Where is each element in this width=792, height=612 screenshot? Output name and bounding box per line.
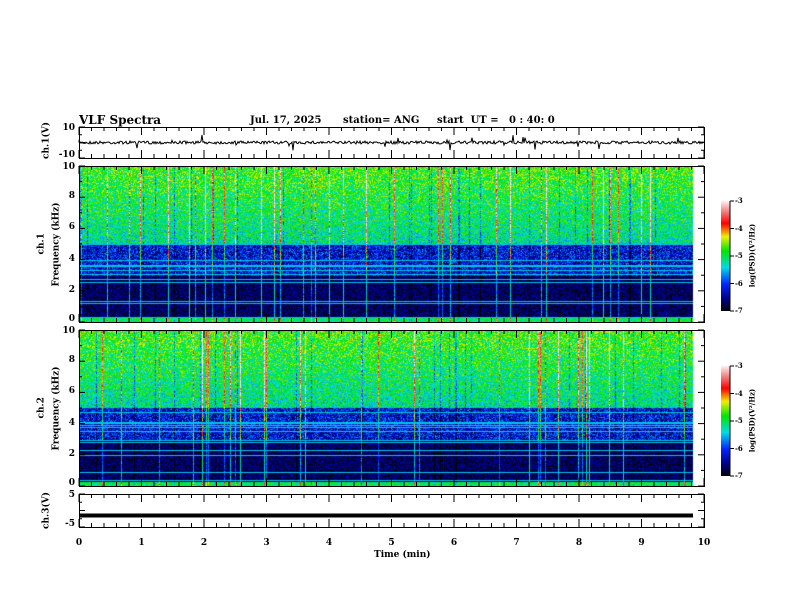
colorbar-tick-label: -4 <box>735 223 743 233</box>
y-tick-label: 10 <box>62 326 75 336</box>
x-tick-label: 0 <box>75 538 83 548</box>
date-label: Jul. 17, 2025 <box>250 115 322 126</box>
x-tick-label: 1 <box>138 538 145 548</box>
y-tick-label: 4 <box>68 253 75 264</box>
x-tick-label: 4 <box>325 538 333 548</box>
colorbar-tick-label: -5 <box>735 251 743 260</box>
ch1-colorbar <box>721 201 730 311</box>
ch1-colorbar-label: log(PSD)(V²/Hz) <box>747 223 757 288</box>
x-tick-label: 3 <box>263 538 270 548</box>
colorbar-tick-label: -4 <box>735 388 743 398</box>
ch2-frequency-ylabel: Frequency (kHz) <box>51 366 62 451</box>
ch1-voltage-ylabel: ch.1(V) <box>41 122 52 159</box>
x-tick-label: 6 <box>450 538 458 548</box>
ch1-frequency-ylabel: Frequency (kHz) <box>51 202 62 287</box>
x-tick-label: 7 <box>513 538 520 548</box>
x-axis-label: Time (min) <box>374 550 431 560</box>
station-label: station= ANG <box>343 115 420 126</box>
y-tick-label: 6 <box>68 386 75 397</box>
colorbar-tick-label: -3 <box>735 196 743 205</box>
ch1-label: ch.1 <box>36 233 47 255</box>
x-tick-label: 9 <box>638 538 645 548</box>
y-tick-label: 4 <box>68 417 75 428</box>
y-tick-label: 10 <box>62 123 75 133</box>
x-tick-label: 10 <box>697 538 711 548</box>
y-tick-label: -10 <box>58 150 75 160</box>
y-tick-label: 5 <box>68 490 75 500</box>
ch2-spectrogram <box>79 330 704 486</box>
y-tick-label: 2 <box>68 448 75 459</box>
x-tick-label: 8 <box>575 538 583 548</box>
y-tick-label: 0 <box>68 314 75 324</box>
colorbar-tick-label: -5 <box>735 416 743 425</box>
ch2-label: ch.2 <box>36 397 47 419</box>
ch1-spectrogram <box>79 166 704 322</box>
ch3-voltage-ylabel: ch.3(V) <box>41 492 52 529</box>
colorbar-tick-label: -6 <box>735 443 743 453</box>
figure-title: VLF Spectra <box>79 113 162 127</box>
y-tick-label: 10 <box>62 162 75 172</box>
y-tick-label: 8 <box>68 191 75 202</box>
ch1-waveform <box>78 134 705 151</box>
y-tick-label: 6 <box>68 222 75 233</box>
colorbar-tick-label: -3 <box>735 361 743 370</box>
x-tick-label: 5 <box>388 538 395 548</box>
ch2-colorbar-label: log(PSD)(V²/Hz) <box>747 388 757 453</box>
ch2-colorbar <box>721 366 730 476</box>
colorbar-tick-label: -7 <box>735 471 743 480</box>
start-ut-label: start UT = 0 : 40: 0 <box>437 115 555 126</box>
colorbar-tick-label: -6 <box>735 278 743 288</box>
colorbar-tick-label: -7 <box>735 306 743 315</box>
y-tick-label: 2 <box>68 284 75 295</box>
x-tick-label: 2 <box>200 538 208 548</box>
y-tick-label: 0 <box>68 478 75 488</box>
y-tick-label: -5 <box>65 519 75 529</box>
y-tick-label: 8 <box>68 355 75 366</box>
